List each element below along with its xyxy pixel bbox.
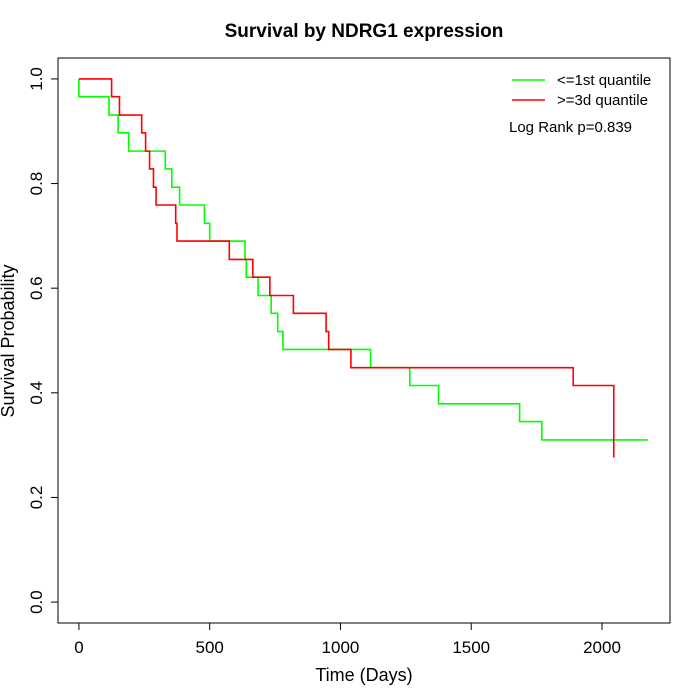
y-tick-label: 0.6: [27, 276, 46, 300]
y-tick-label: 0.0: [27, 590, 46, 614]
chart-title: Survival by NDRG1 expression: [225, 21, 504, 42]
y-tick-label: 1.0: [27, 67, 46, 91]
y-tick-label: 0.4: [27, 381, 46, 405]
log-rank-annotation: Log Rank p=0.839: [509, 119, 632, 136]
legend-label-series-1: <=1st quantile: [557, 72, 651, 89]
legend-label-series-2: >=3d quantile: [557, 92, 648, 109]
x-axis: 0 500 1000 1500 2000: [74, 622, 621, 657]
x-tick-label: 1000: [322, 638, 360, 657]
series-layer: [78, 78, 648, 458]
x-tick-label: 1500: [452, 638, 490, 657]
y-tick-label: 0.8: [27, 172, 46, 196]
x-axis-label: Time (Days): [315, 665, 412, 685]
x-tick-label: 0: [74, 638, 83, 657]
y-axis-label: Survival Probability: [0, 264, 18, 417]
plot-frame: [57, 57, 671, 624]
y-tick-label: 0.2: [27, 486, 46, 510]
legend: <=1st quantile >=3d quantile: [512, 72, 651, 109]
y-axis: 0.0 0.2 0.4 0.6 0.8 1.0: [27, 67, 59, 614]
x-tick-label: 500: [196, 638, 224, 657]
survival-curve-series-2: [78, 78, 615, 458]
x-tick-label: 2000: [583, 638, 621, 657]
